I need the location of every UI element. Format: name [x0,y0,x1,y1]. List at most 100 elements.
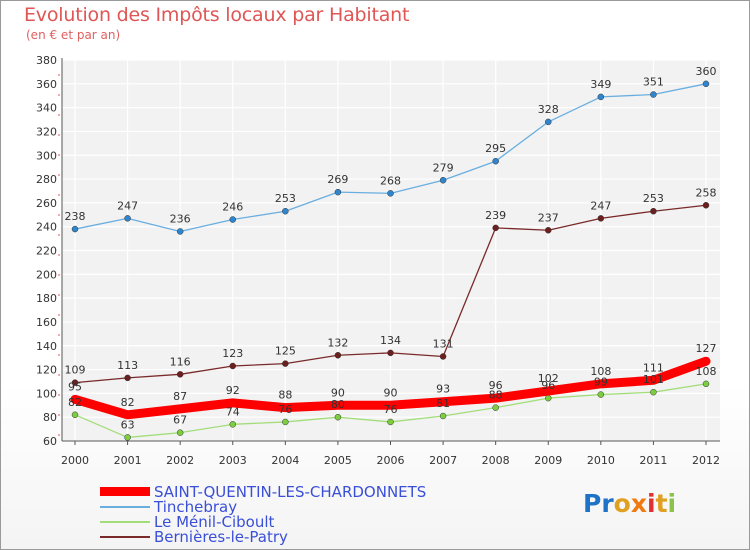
data-label: 67 [173,414,187,427]
chart-title: Evolution des Impôts locaux par Habitant [24,4,410,26]
data-point [124,434,131,441]
data-point [387,190,394,197]
x-tick-label: 2008 [482,454,510,467]
data-point [124,374,131,382]
data-point [229,216,236,223]
data-point [71,411,79,419]
data-label: 76 [384,403,398,416]
y-tick-label: 260 [36,197,57,210]
y-tick-label: 300 [36,149,57,162]
x-tick-label: 2011 [639,454,667,467]
x-tick-label: 2010 [587,454,615,467]
x-tick-label: 2006 [377,454,405,467]
data-label: 93 [436,383,450,396]
legend-swatch [100,487,150,496]
data-label: 246 [222,201,243,214]
data-label: 63 [121,418,135,431]
proxiti-logo[interactable]: Proxiti [583,489,677,518]
data-label: 125 [275,345,296,358]
data-label: 131 [433,337,454,350]
data-label: 237 [538,211,559,224]
data-point [334,413,342,421]
data-label: 239 [485,209,506,222]
data-label: 81 [436,397,450,410]
data-label: 92 [226,384,240,397]
data-point [545,394,552,402]
y-tick-label: 360 [36,78,57,91]
data-label: 95 [68,380,82,393]
y-tick-label: 340 [36,102,57,115]
data-label: 236 [170,212,191,225]
data-point [492,404,499,411]
data-label: 247 [117,199,138,212]
x-tick-label: 2003 [219,454,247,467]
chart-legend: SAINT-QUENTIN-LES-CHARDONNETS Tinchebray L… [100,483,460,546]
data-label: 90 [384,386,398,399]
data-label: 109 [65,364,86,377]
data-label: 111 [643,361,664,374]
data-point [650,91,657,98]
data-label: 351 [643,76,664,89]
data-point [124,411,132,419]
y-tick-label: 140 [36,340,57,353]
legend-label: Le Ménil-Ciboult [154,512,275,531]
data-point [702,202,710,209]
data-label: 101 [643,373,664,386]
legend-item[interactable]: Le Ménil-Ciboult [100,512,460,531]
data-label: 82 [121,396,135,409]
data-point [176,228,184,235]
data-point [282,418,289,426]
data-label: 96 [489,379,503,392]
data-label: 99 [594,376,608,389]
data-label: 80 [331,398,345,411]
data-point [597,215,605,222]
data-label: 132 [327,336,348,349]
data-point [702,357,710,365]
data-point [229,421,236,428]
data-point [597,391,605,398]
data-label: 88 [489,389,503,402]
legend-label: Tinchebray [154,497,238,516]
data-point [71,225,79,233]
data-point [387,349,394,357]
data-label: 88 [278,389,292,402]
data-label: 96 [541,379,555,392]
data-label: 134 [380,334,401,347]
data-point [71,395,79,403]
data-point [439,177,447,184]
data-label: 328 [538,103,559,116]
data-point [282,207,289,215]
data-point [492,224,499,232]
data-label: 102 [538,372,559,385]
y-tick-label: 120 [36,364,57,377]
data-label: 108 [590,365,611,378]
data-point [176,429,184,436]
data-point [597,93,605,101]
data-point [492,394,500,402]
data-point [124,215,131,222]
data-label: 247 [590,199,611,212]
data-label: 269 [327,173,348,186]
legend-item[interactable]: Bernières-le-Patry [100,528,460,546]
x-tick-label: 2012 [692,454,720,467]
data-label: 127 [696,342,717,355]
data-point [492,157,499,165]
data-point [334,352,342,359]
data-label: 108 [696,365,717,378]
data-label: 360 [696,65,717,78]
x-tick-label: 2000 [61,454,89,467]
data-label: 279 [433,161,454,174]
legend-swatch [100,505,150,508]
data-point [650,207,657,215]
y-tick-label: 240 [36,221,57,234]
data-point [71,379,79,386]
data-point [334,188,342,196]
data-point [176,371,184,378]
data-point [176,405,184,413]
data-label: 82 [68,396,82,409]
data-label: 258 [696,186,717,199]
legend-item[interactable]: Tinchebray [100,497,460,516]
y-tick-label: 100 [36,387,57,400]
legend-item[interactable]: SAINT-QUENTIN-LES-CHARDONNETS [100,483,460,501]
